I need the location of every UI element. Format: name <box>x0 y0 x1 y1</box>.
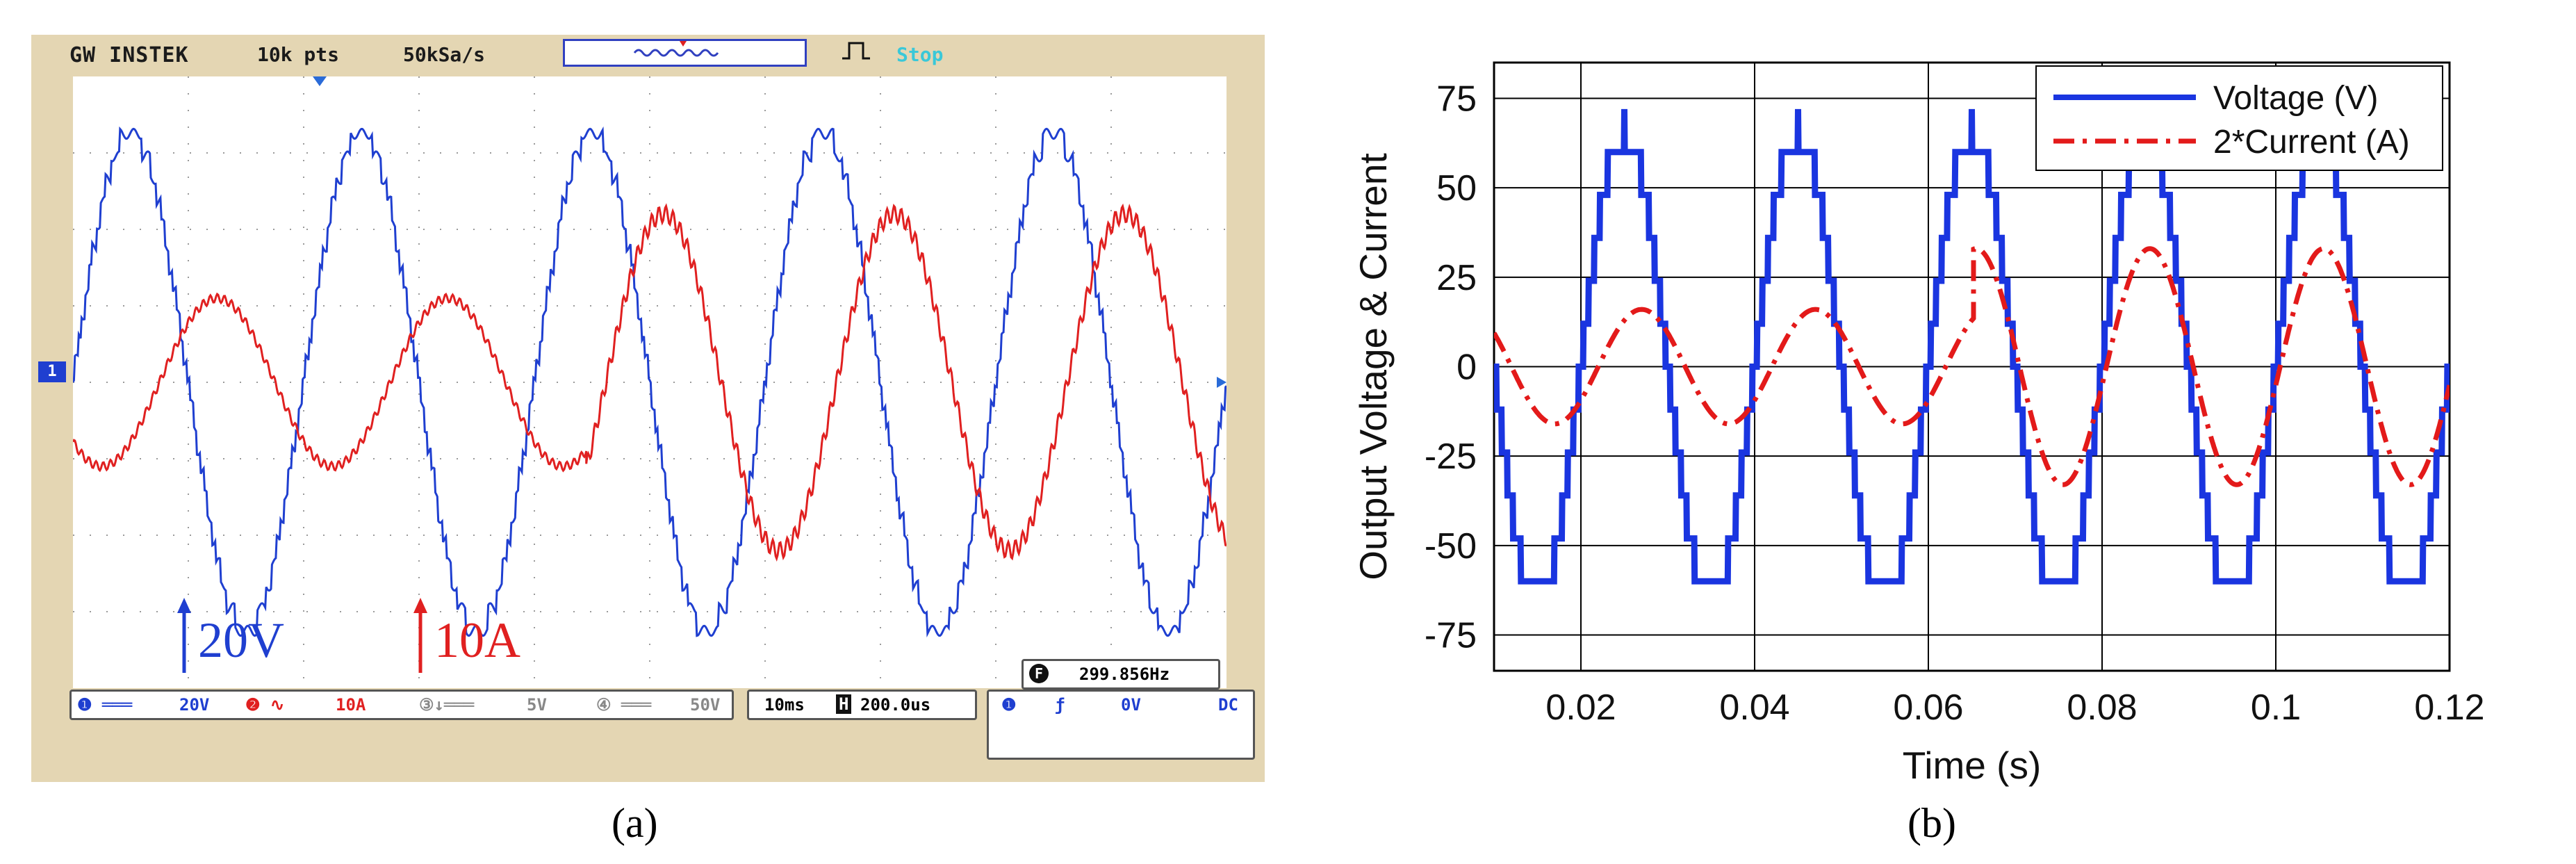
current-arrow-icon <box>413 598 427 673</box>
x-axis-label: Time (s) <box>1903 744 2042 787</box>
trigger-panel: ❶ ƒ 0V DC <box>987 690 1255 760</box>
ch2-scale: 10A <box>336 695 366 715</box>
voltage-arrow-icon <box>177 598 191 673</box>
simulation-chart: 0.02 0.04 0.06 0.08 0.1 0.12 -75 -50 -25 0 25 50 75 T… <box>1352 61 2485 787</box>
timebase: 10ms <box>764 695 805 715</box>
ch2-label: ❷ ∿ <box>245 695 285 715</box>
memory-wave-icon <box>633 41 719 57</box>
y-axis-label: Output Voltage & Current <box>1352 153 1395 580</box>
legend-label-voltage: Voltage (V) <box>2213 80 2378 117</box>
ch1-ground-marker: 1 <box>38 361 66 382</box>
timebase-panel: 10ms H 200.0us <box>747 690 977 720</box>
caption-b: (b) <box>1908 800 1956 846</box>
ch1-scale: 20V <box>179 695 210 715</box>
channel-settings-panel: ❶ ═══ 20V ❷ ∿ 10A ③↓═══ 5V ④ ═══ 50V <box>69 690 734 720</box>
x-tick-label: 0.06 <box>1893 687 1963 728</box>
y-tick-label: -50 <box>1425 526 1477 567</box>
trigger-source: ❶ <box>1001 695 1017 715</box>
legend-box <box>2035 65 2443 171</box>
y-tick-label: 25 <box>1436 258 1477 298</box>
freq-icon: F <box>1029 664 1049 683</box>
x-tick-label: 0.08 <box>2067 687 2137 728</box>
trigger-level-marker <box>1217 377 1227 388</box>
caption-a: (a) <box>612 800 658 846</box>
trigger-level: 0V <box>1121 695 1141 715</box>
y-tick-label: -25 <box>1425 437 1477 477</box>
trigger-position-marker <box>313 76 327 86</box>
scope-waveform-plot <box>72 76 1228 688</box>
ch4-label: ④ ═══ <box>596 695 652 715</box>
record-length: 10k pts <box>257 43 340 66</box>
sample-rate: 50kSa/s <box>403 43 486 66</box>
x-tick-label: 0.02 <box>1545 687 1616 728</box>
series-group <box>1494 108 2450 585</box>
ch3-scale: 5V <box>527 695 547 715</box>
trigger-slope-icon: ƒ <box>1055 695 1065 715</box>
voltage-series-line <box>1494 108 2450 585</box>
x-tick-label: 0.04 <box>1719 687 1789 728</box>
horizontal-position: 200.0us <box>860 695 931 715</box>
memory-bar <box>563 39 807 67</box>
x-tick-label: 0.1 <box>2251 687 2301 728</box>
y-tick-label: 50 <box>1436 168 1477 209</box>
scope-screen: 20V 10A F 299.856Hz <box>72 76 1228 690</box>
scope-status-bar: GW INSTEK 10k pts 50kSa/s Stop <box>69 35 1293 76</box>
trigger-edge-icon <box>841 40 872 66</box>
ch4-scale: 50V <box>690 695 721 715</box>
trigger-coupling: DC <box>1218 695 1238 715</box>
simulation-plot: 0.02 0.04 0.06 0.08 0.1 0.12 -75 -50 -25 0 25 50 75 T… <box>1348 49 2576 813</box>
current-trace <box>72 203 1227 562</box>
y-tick-label: -75 <box>1425 616 1477 656</box>
y-tick-label: 75 <box>1436 79 1477 119</box>
x-tick-label: 0.12 <box>2414 687 2484 728</box>
scope-brand: GW INSTEK <box>69 43 189 67</box>
ch3-label: ③↓═══ <box>419 695 475 715</box>
horizontal-icon: H <box>836 694 852 714</box>
voltage-trace <box>72 126 1228 638</box>
legend-label-current: 2*Current (A) <box>2213 124 2410 161</box>
scope-channel-bar: ❶ ═══ 20V ❷ ∿ 10A ③↓═══ 5V ④ ═══ 50V 10m… <box>31 688 1265 782</box>
y-tick-label: 0 <box>1457 348 1477 388</box>
run-state: Stop <box>896 43 944 66</box>
frequency-readout: F 299.856Hz <box>1022 659 1220 690</box>
ch1-label: ❶ ═══ <box>77 695 133 715</box>
